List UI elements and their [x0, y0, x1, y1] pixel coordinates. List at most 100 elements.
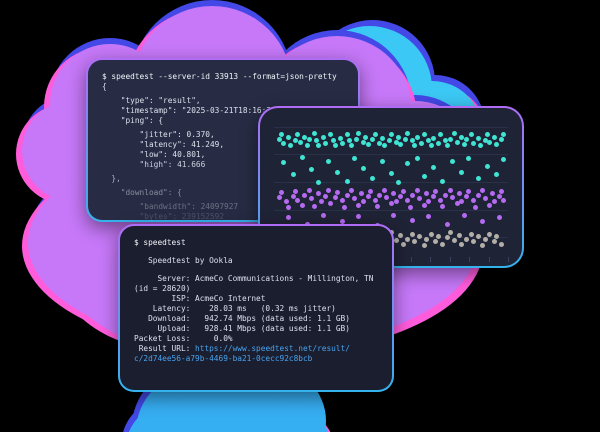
teal-band-dot [421, 132, 427, 138]
teal-band-dot [339, 140, 345, 146]
purple-band-dot [438, 197, 444, 203]
purple-band-dot [286, 205, 292, 211]
purple-band-dot [445, 221, 451, 227]
teal-band-dot [454, 139, 460, 145]
gray-band-dot [498, 241, 504, 247]
teal-band-dot [335, 169, 341, 175]
teal-band-dot [379, 135, 385, 141]
purple-band-dot [489, 191, 495, 197]
purple-band-dot [498, 188, 504, 194]
teal-band-dot [356, 130, 362, 136]
purple-band-dot [349, 187, 355, 193]
purple-band-dot [377, 192, 383, 198]
teal-band-dot [431, 164, 437, 170]
purple-band-dot [480, 187, 486, 193]
teal-band-dot [377, 140, 383, 146]
teal-band-dot [482, 138, 488, 144]
purple-band-dot [293, 188, 299, 194]
teal-band-dot [286, 134, 292, 140]
gray-band-dot [487, 231, 493, 237]
purple-band-dot [360, 198, 366, 204]
teal-band-dot [370, 176, 376, 182]
teal-band-dot [328, 132, 334, 138]
teal-band-dot [297, 139, 303, 145]
purple-band-dot [449, 195, 455, 201]
purple-band-dot [480, 219, 486, 225]
purple-band-dot [365, 193, 371, 199]
teal-band-dot [309, 167, 315, 173]
teal-band-dot [463, 137, 469, 143]
purple-band-dot [339, 197, 345, 203]
teal-band-dot [452, 130, 458, 136]
gray-band-dot [494, 234, 500, 240]
teal-band-dot [498, 137, 504, 143]
teal-band-dot [351, 156, 357, 162]
teal-band-dot [405, 130, 411, 136]
gray-band-dot [475, 234, 481, 240]
purple-band-dot [358, 191, 364, 197]
app-title-line: Speedtest by Ookla [134, 256, 233, 265]
purple-band-dot [384, 195, 390, 201]
teal-band-dot [365, 142, 371, 148]
purple-band-dot [447, 187, 453, 193]
purple-band-dot [459, 198, 465, 204]
purple-band-dot [318, 198, 324, 204]
teal-band-dot [396, 134, 402, 140]
axis-tick [488, 257, 490, 262]
purple-band-dot [433, 188, 439, 194]
purple-band-dot [309, 196, 315, 202]
teal-band-dot [389, 171, 394, 177]
gray-band-dot [445, 235, 451, 241]
purple-band-dot [410, 217, 416, 223]
teal-band-dot [442, 138, 448, 144]
teal-band-dot [325, 158, 331, 164]
teal-band-dot [419, 140, 425, 146]
terminal-line: "type": "result", [102, 96, 201, 105]
purple-band-dot [398, 193, 404, 199]
purple-band-dot [410, 192, 416, 198]
teal-band-dot [307, 137, 313, 143]
purple-band-dot [307, 187, 313, 193]
teal-band-dot [421, 173, 427, 179]
purple-band-dot [302, 192, 308, 198]
teal-band-dot [279, 132, 285, 138]
teal-band-dot [314, 138, 320, 144]
teal-band-dot [449, 158, 455, 164]
gray-band-dot [405, 236, 411, 242]
purple-band-dot [356, 202, 362, 208]
purple-band-dot [290, 193, 296, 199]
purple-band-dot [491, 198, 497, 204]
teal-band-dot [300, 154, 306, 160]
purple-band-dot [300, 202, 306, 208]
teal-band-dot [349, 143, 355, 149]
terminal-window-speedtest: $ speedtest Speedtest by Ookla Server: A… [118, 224, 394, 392]
axis-tick [429, 257, 431, 262]
teal-band-dot [459, 169, 465, 175]
teal-band-dot [311, 130, 317, 136]
purple-band-dot [407, 205, 413, 211]
teal-band-dot [389, 132, 394, 138]
teal-band-dot [293, 138, 299, 144]
result-url-link[interactable]: c/2d74ee56-a79b-4469-ba21-0cecc92c8bcb [134, 354, 313, 363]
gray-band-dot [452, 237, 458, 243]
gray-band-dot [410, 231, 416, 237]
purple-band-dot [351, 196, 357, 202]
purple-band-dot [496, 215, 502, 221]
purple-band-dot [442, 192, 448, 198]
terminal-line: "bandwidth": 24097927 [102, 202, 239, 211]
gray-band-dot [480, 242, 486, 248]
purple-band-dot [356, 213, 362, 219]
purple-band-dot [344, 192, 350, 198]
gray-band-dot [398, 232, 404, 238]
purple-band-dot [393, 198, 399, 204]
purple-band-dot [461, 212, 467, 218]
teal-band-dot [412, 143, 418, 149]
teal-band-dot [295, 132, 301, 138]
teal-band-dot [337, 135, 343, 141]
purple-band-dot [426, 198, 432, 204]
teal-band-dot [491, 134, 497, 140]
gray-band-dot [468, 231, 474, 237]
result-url-link[interactable]: https://www.speedtest.net/result/ [195, 344, 350, 353]
purple-band-dot [417, 196, 423, 202]
teal-band-dot [346, 138, 352, 144]
